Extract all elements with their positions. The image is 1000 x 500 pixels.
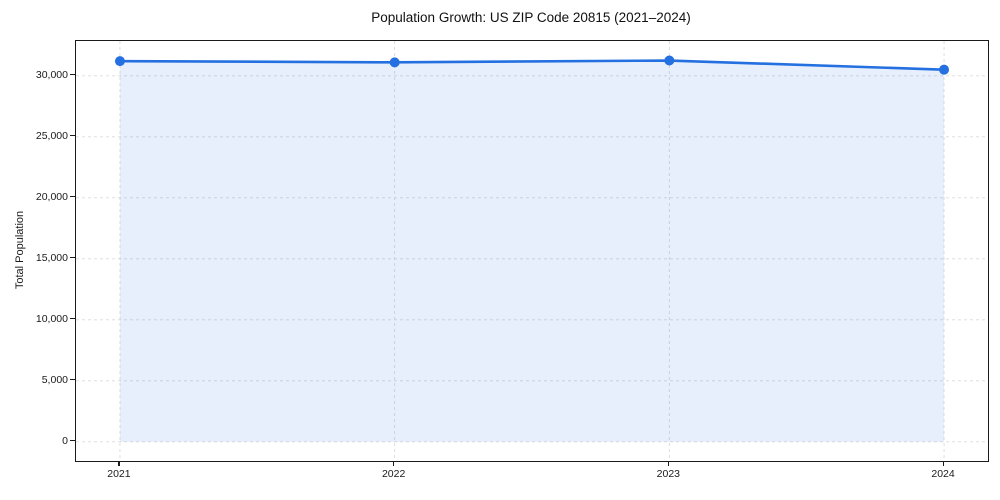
x-tick-label: 2022 bbox=[381, 468, 406, 480]
y-tick-mark bbox=[70, 379, 75, 381]
y-tick-label: 5,000 bbox=[41, 373, 68, 386]
data-point-marker bbox=[389, 57, 400, 68]
plot-area bbox=[75, 40, 989, 462]
y-tick-label: 20,000 bbox=[35, 190, 68, 203]
x-tick-mark bbox=[393, 461, 395, 466]
data-point-marker bbox=[114, 56, 125, 67]
data-line bbox=[118, 59, 946, 71]
y-tick-label: 0 bbox=[62, 434, 68, 447]
y-tick-mark bbox=[70, 196, 75, 198]
x-tick-label: 2021 bbox=[107, 468, 131, 480]
x-tick-label: 2024 bbox=[931, 468, 955, 480]
y-tick-mark bbox=[70, 74, 75, 76]
y-tick-mark bbox=[70, 135, 75, 137]
y-axis-label: Total Population bbox=[14, 210, 26, 290]
y-tick-label: 10,000 bbox=[35, 312, 68, 325]
area-fill bbox=[119, 60, 945, 442]
y-tick-label: 25,000 bbox=[35, 129, 68, 142]
plot-canvas bbox=[76, 41, 988, 461]
x-tick-mark bbox=[667, 461, 669, 466]
y-tick-label: 15,000 bbox=[35, 251, 68, 264]
y-tick-mark bbox=[70, 318, 75, 320]
y-tick-mark bbox=[70, 440, 75, 442]
chart-title: Population Growth: US ZIP Code 20815 (20… bbox=[371, 10, 691, 25]
x-tick-mark bbox=[118, 461, 120, 466]
data-point-marker bbox=[939, 64, 950, 75]
data-point-marker bbox=[664, 55, 675, 66]
y-tick-mark bbox=[70, 257, 75, 259]
x-tick-mark bbox=[942, 461, 944, 466]
y-tick-label: 30,000 bbox=[35, 68, 68, 81]
x-tick-label: 2023 bbox=[656, 468, 681, 480]
